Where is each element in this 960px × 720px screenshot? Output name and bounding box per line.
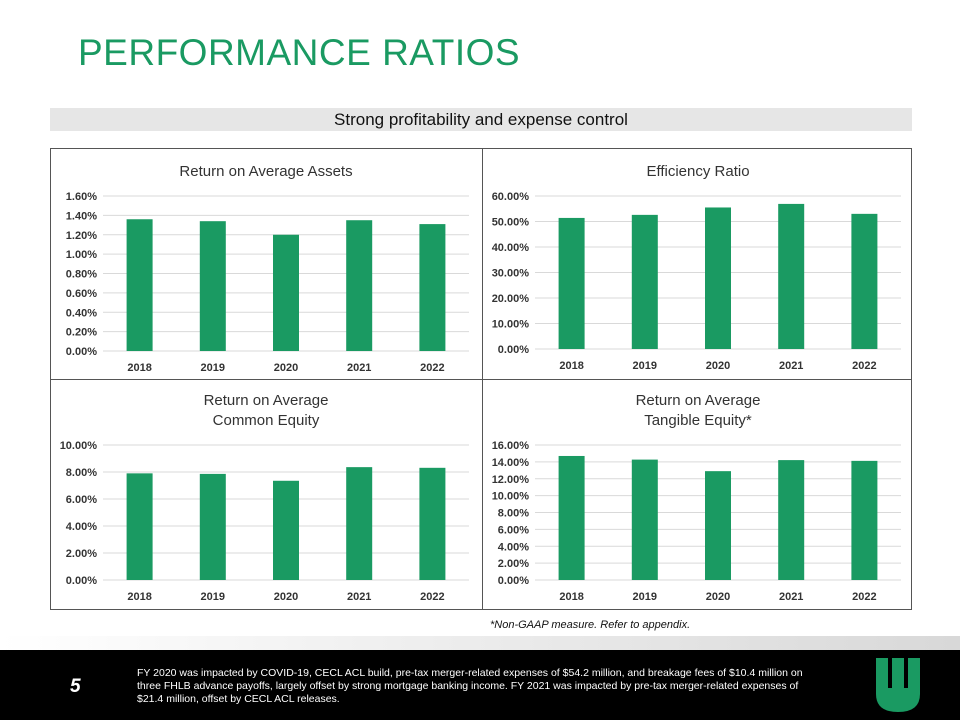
x-tick-label: 2020 [706, 360, 730, 372]
x-tick-label: 2020 [274, 591, 298, 603]
bar [778, 460, 805, 580]
chart-roace-svg: Return on Average Common Equity 0.00% 2.00%… [60, 392, 469, 603]
x-tick-label: 2019 [633, 360, 657, 372]
chart-title-line: Tangible Equity* [644, 412, 752, 429]
y-tick-label: 1.60% [66, 191, 97, 203]
y-tick-label: 0.20% [66, 327, 97, 339]
x-tick-label: 2018 [127, 362, 151, 374]
y-tick-label: 2.00% [498, 558, 529, 570]
x-tick-label: 2018 [559, 591, 583, 603]
chart-title-line: Efficiency Ratio [646, 163, 749, 180]
bank-logo-icon [876, 658, 920, 712]
y-tick-label: 8.00% [66, 467, 97, 479]
bar [705, 471, 731, 580]
bar [419, 467, 446, 580]
footer-gradient-strip [0, 636, 960, 650]
chart-roaa: Return on Average Assets 0.00% 0.20% 0.40% 0… [51, 149, 481, 379]
y-tick-label: 1.40% [66, 210, 97, 222]
bar [273, 234, 299, 351]
horizontal-divider [51, 379, 911, 380]
x-tick-label: 2021 [347, 362, 371, 374]
y-tick-label: 40.00% [492, 242, 530, 254]
y-tick-label: 14.00% [492, 457, 530, 469]
y-tick-label: 20.00% [492, 293, 530, 305]
x-tick-label: 2021 [347, 591, 371, 603]
y-tick-label: 4.00% [66, 521, 97, 533]
y-tick-label: 0.00% [66, 346, 97, 358]
y-tick-label: 12.00% [492, 474, 530, 486]
x-tick-label: 2019 [201, 591, 225, 603]
y-tick-label: 0.40% [66, 307, 97, 319]
y-tick-label: 1.00% [66, 249, 97, 261]
footer-bar: 5 FY 2020 was impacted by COVID-19, CECL… [0, 650, 960, 720]
bar [346, 220, 373, 351]
x-tick-label: 2020 [274, 362, 298, 374]
x-tick-label: 2019 [201, 362, 225, 374]
bar [851, 213, 878, 349]
y-tick-label: 0.80% [66, 269, 97, 281]
y-tick-label: 0.00% [498, 344, 529, 356]
y-tick-label: 4.00% [498, 541, 529, 553]
bar [558, 455, 585, 580]
y-tick-label: 1.20% [66, 230, 97, 242]
bar [778, 203, 805, 349]
x-tick-label: 2022 [852, 591, 876, 603]
chart-title-line: Return on Average [636, 392, 761, 409]
subtitle-banner: Strong profitability and expense control [50, 108, 912, 131]
bar [705, 207, 731, 349]
chart-rotce: Return on Average Tangible Equity* 0.00% 2.… [483, 380, 913, 610]
y-tick-label: 10.00% [492, 319, 530, 331]
bar [126, 473, 153, 580]
bar [273, 480, 299, 580]
y-tick-label: 6.00% [66, 494, 97, 506]
y-tick-label: 16.00% [492, 440, 530, 452]
bar [851, 460, 878, 580]
chart-title-line: Common Equity [213, 412, 320, 429]
x-tick-label: 2022 [852, 360, 876, 372]
y-tick-label: 2.00% [66, 548, 97, 560]
chart-title-line: Return on Average [204, 392, 329, 409]
bar [631, 214, 658, 349]
footer-note: FY 2020 was impacted by COVID-19, CECL A… [137, 667, 803, 705]
page-title: PERFORMANCE RATIOS [78, 32, 521, 73]
y-tick-label: 10.00% [60, 440, 98, 452]
bar [126, 219, 153, 351]
bar [419, 224, 446, 351]
y-tick-label: 10.00% [492, 491, 530, 503]
y-tick-label: 50.00% [492, 217, 530, 229]
x-tick-label: 2020 [706, 591, 730, 603]
chart-efficiency-svg: Efficiency Ratio 0.00% 10.00% 20.00% 30.00% 4… [492, 163, 901, 372]
y-tick-label: 8.00% [498, 508, 529, 520]
x-tick-label: 2018 [127, 591, 151, 603]
page-number: 5 [70, 676, 81, 697]
x-tick-label: 2021 [779, 591, 803, 603]
x-tick-label: 2018 [559, 360, 583, 372]
x-tick-label: 2019 [633, 591, 657, 603]
bar [199, 221, 226, 351]
x-tick-label: 2021 [779, 360, 803, 372]
chart-efficiency-ratio: Efficiency Ratio 0.00% 10.00% 20.00% 30.00% 4… [483, 149, 913, 379]
y-tick-label: 0.00% [66, 575, 97, 587]
bar [631, 459, 658, 580]
y-tick-label: 60.00% [492, 191, 530, 203]
y-tick-label: 30.00% [492, 268, 530, 280]
x-tick-label: 2022 [420, 591, 444, 603]
chart-title-line: Return on Average Assets [179, 163, 352, 180]
chart-grid: Return on Average Assets 0.00% 0.20% 0.40% 0… [50, 148, 912, 610]
y-tick-label: 6.00% [498, 524, 529, 536]
bar [558, 217, 585, 349]
chart-roaa-svg: Return on Average Assets 0.00% 0.20% 0.40% 0… [66, 163, 469, 374]
chart-roace: Return on Average Common Equity 0.00% 2.00%… [51, 380, 481, 610]
bar [199, 473, 226, 580]
chart-rotce-svg: Return on Average Tangible Equity* 0.00% 2.… [492, 392, 901, 603]
x-tick-label: 2022 [420, 362, 444, 374]
non-gaap-footnote: *Non-GAAP measure. Refer to appendix. [490, 619, 691, 631]
y-tick-label: 0.00% [498, 575, 529, 587]
bar [346, 467, 373, 580]
y-tick-label: 0.60% [66, 288, 97, 300]
